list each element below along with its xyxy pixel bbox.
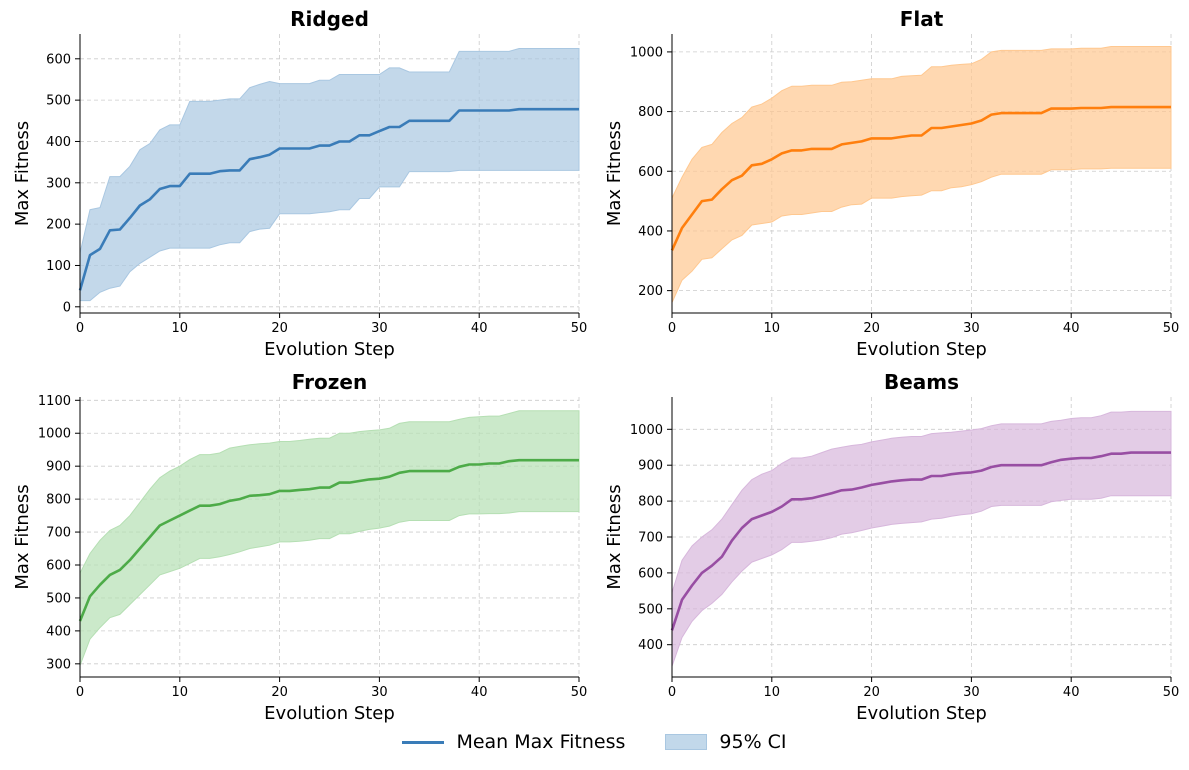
y-tick-label: 200 [638, 284, 663, 299]
y-tick-label: 1100 [38, 394, 71, 409]
y-tick-label: 400 [638, 638, 663, 653]
y-tick-label: 1000 [38, 427, 71, 442]
ci-band [79, 48, 580, 302]
mean-line [78, 458, 579, 622]
y-axis-label: Max Fitness [604, 121, 625, 226]
y-tick-label: 500 [46, 94, 71, 109]
subplot-beams: 0 10 20 30 40 50 400 500 600 700 800 900 1000 Beams Ev… [604, 370, 1179, 724]
ci-band [671, 410, 1172, 667]
legend-mean-swatch [402, 740, 445, 744]
x-tick-label: 40 [471, 321, 488, 336]
x-axis-label: Evolution Step [264, 703, 395, 724]
chart-title: Flat [900, 7, 944, 31]
chart-title: Frozen [292, 370, 367, 394]
y-tick-label: 1000 [630, 45, 663, 60]
x-tick-label: 40 [471, 685, 488, 700]
y-axis-label: Max Fitness [12, 484, 33, 589]
x-tick-label: 10 [764, 321, 781, 336]
x-tick-label: 20 [863, 321, 880, 336]
y-tick-label: 400 [46, 135, 71, 150]
y-tick-label: 600 [46, 559, 71, 574]
legend: Mean Max Fitness 95% CI [0, 726, 1189, 758]
legend-item-ci: 95% CI [665, 731, 787, 753]
subplot-flat: 0 10 20 30 40 50 200 400 600 800 1000 Flat Evolution… [604, 7, 1179, 360]
y-tick-label: 800 [46, 493, 71, 508]
mean-line [78, 107, 579, 291]
legend-ci-swatch [665, 734, 708, 750]
x-tick-label: 0 [668, 685, 676, 700]
y-tick-label: 700 [46, 526, 71, 541]
x-tick-label: 20 [271, 321, 288, 336]
mean-line [670, 105, 1171, 251]
x-tick-label: 0 [76, 321, 84, 336]
figure: 0 10 20 30 40 500100200300400500600RidgedEvol… [12, 7, 1179, 724]
y-tick-label: 300 [46, 657, 71, 672]
x-tick-label: 10 [172, 321, 189, 336]
ci-band [79, 410, 580, 666]
ci-band [671, 46, 1172, 303]
x-tick-label: 40 [1063, 321, 1080, 336]
x-tick-label: 0 [76, 685, 84, 700]
x-tick-label: 50 [1163, 685, 1180, 700]
x-tick-label: 30 [963, 321, 980, 336]
y-tick-label: 900 [638, 459, 663, 474]
y-tick-label: 200 [46, 218, 71, 233]
legend-ci-label: 95% CI [719, 731, 787, 753]
y-tick-label: 1000 [630, 423, 663, 438]
y-tick-label: 0 [63, 300, 71, 315]
legend-mean-label: Mean Max Fitness [456, 731, 626, 753]
x-axis-label: Evolution Step [856, 339, 987, 360]
legend-item-mean: Mean Max Fitness [402, 731, 625, 753]
y-tick-label: 600 [638, 165, 663, 180]
chart-title: Beams [884, 370, 959, 394]
chart-title: Ridged [290, 7, 369, 31]
y-tick-label: 600 [638, 566, 663, 581]
x-tick-label: 10 [172, 685, 189, 700]
x-tick-label: 30 [371, 685, 388, 700]
y-axis-label: Max Fitness [604, 484, 625, 589]
y-tick-label: 400 [46, 624, 71, 639]
y-tick-label: 400 [638, 224, 663, 239]
y-axis-label: Max Fitness [12, 121, 33, 226]
y-tick-label: 800 [638, 495, 663, 510]
y-tick-label: 800 [638, 105, 663, 120]
y-tick-label: 100 [46, 259, 71, 274]
y-tick-label: 700 [638, 531, 663, 546]
x-tick-label: 50 [571, 685, 588, 700]
x-tick-label: 50 [571, 321, 588, 336]
y-tick-label: 600 [46, 52, 71, 67]
y-tick-label: 300 [46, 176, 71, 191]
x-axis-label: Evolution Step [856, 703, 987, 724]
y-tick-label: 500 [46, 591, 71, 606]
subplot-frozen: 0 10 20 30 40 50 300 400 500 600 700 800 900 1000 1100… [12, 370, 587, 724]
x-tick-label: 10 [764, 685, 781, 700]
x-axis-label: Evolution Step [264, 339, 395, 360]
x-tick-label: 50 [1163, 321, 1180, 336]
x-tick-label: 20 [863, 685, 880, 700]
x-tick-label: 0 [668, 321, 676, 336]
mean-line [670, 451, 1171, 631]
x-tick-label: 40 [1063, 685, 1080, 700]
x-tick-label: 30 [371, 321, 388, 336]
y-tick-label: 500 [638, 602, 663, 617]
x-tick-label: 30 [963, 685, 980, 700]
subplot-ridged: 0 10 20 30 40 500100200300400500600RidgedEvol… [12, 7, 587, 360]
y-tick-label: 900 [46, 460, 71, 475]
x-tick-label: 20 [271, 685, 288, 700]
